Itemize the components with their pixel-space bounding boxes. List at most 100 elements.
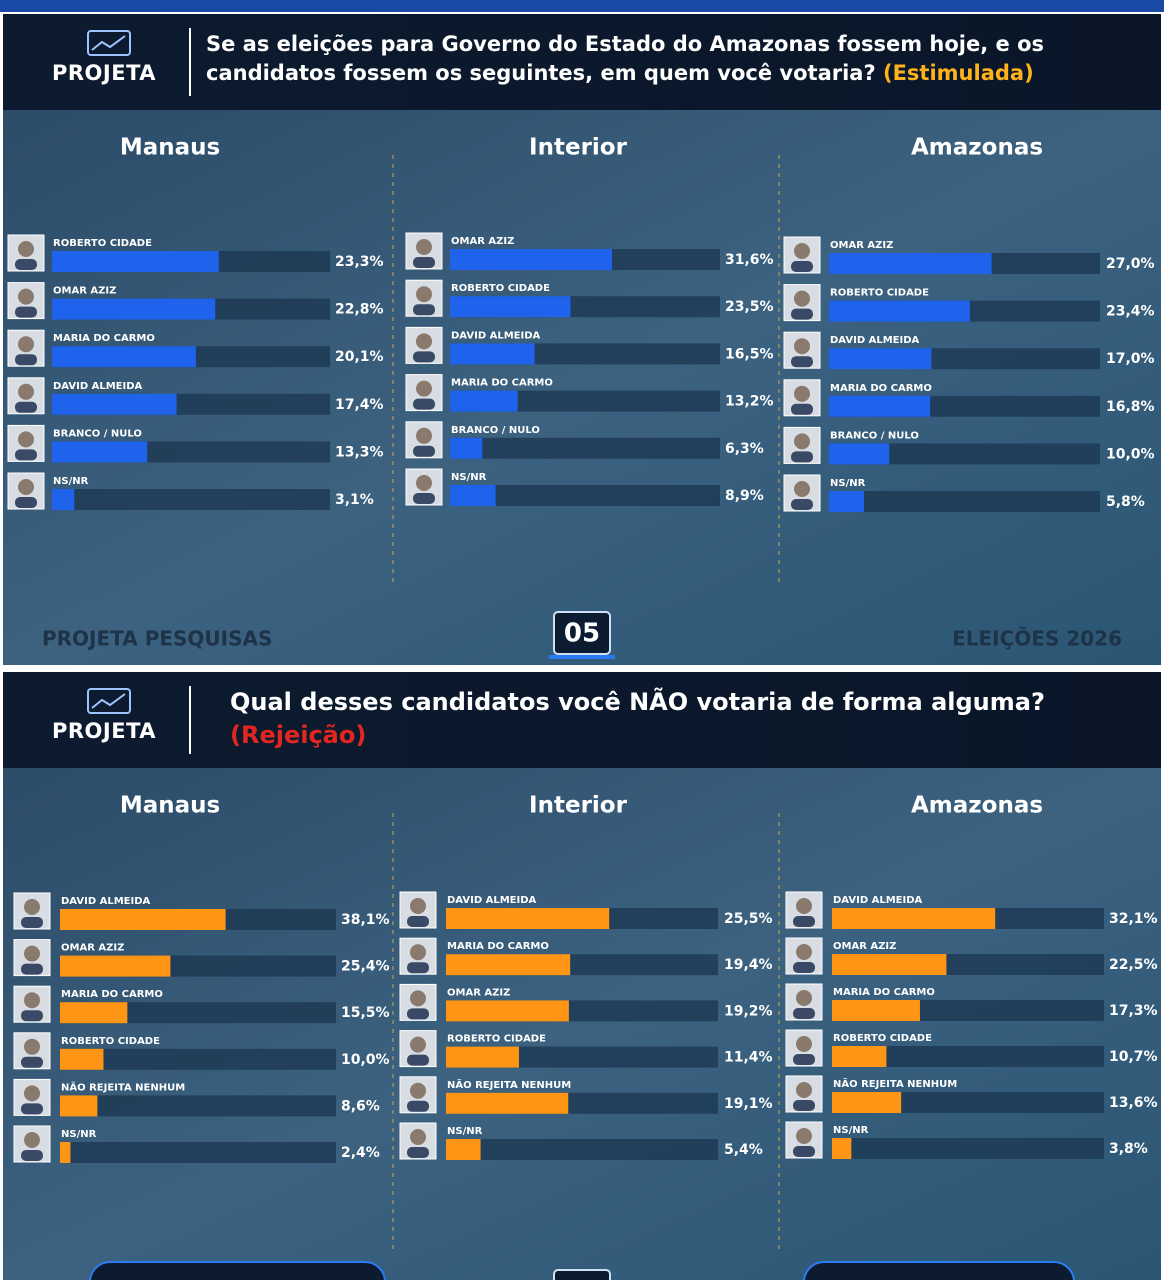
bar	[832, 1046, 887, 1067]
photo-head	[794, 243, 810, 259]
bar-category: DAVID ALMEIDA	[447, 895, 537, 906]
panel-title: Amazonas	[911, 135, 1043, 161]
bar-category: NS/NR	[833, 1125, 869, 1136]
bar-category: DAVID ALMEIDA	[53, 381, 143, 392]
value-label: 5,4%	[724, 1142, 763, 1158]
bar-category: BRANCO / NULO	[53, 428, 142, 439]
bar-category: NS/NR	[830, 478, 866, 489]
bar-category: NS/NR	[53, 476, 89, 487]
question: Se as eleições para Governo do Estado do…	[206, 30, 1106, 88]
header-bg	[3, 14, 1161, 110]
bar	[446, 908, 610, 929]
bar-category: MARIA DO CARMO	[447, 941, 549, 952]
value-label: 17,4%	[335, 397, 384, 413]
photo-head	[416, 286, 432, 303]
bar-category: NS/NR	[447, 1126, 483, 1137]
bar	[52, 441, 148, 463]
value-label: 13,2%	[725, 394, 774, 410]
photo-head	[410, 1129, 426, 1145]
bar-track	[60, 1048, 336, 1070]
question-text: Qual desses candidatos você NÃO votaria …	[230, 688, 1045, 716]
photo-body	[15, 259, 37, 270]
panel-title: Interior	[529, 793, 628, 819]
bar-category: OMAR AZIZ	[61, 943, 124, 954]
bar	[829, 491, 864, 512]
footer-left: PROJETA PESQUISAS	[42, 627, 272, 651]
bar	[446, 1092, 569, 1114]
bar-category: MARIA DO CARMO	[451, 378, 553, 389]
bar	[52, 251, 219, 272]
photo-body	[413, 493, 435, 504]
bar	[450, 249, 612, 270]
photo-body	[793, 916, 815, 927]
logo-icon	[87, 688, 131, 714]
bar	[832, 1092, 902, 1113]
photo-body	[407, 1008, 429, 1020]
logo-icon	[87, 30, 131, 56]
logo-text: PROJETA	[52, 719, 157, 743]
photo-body	[21, 917, 43, 928]
bar	[52, 346, 196, 368]
photo-body	[413, 351, 435, 363]
photo-head	[416, 380, 432, 397]
bar-category: ROBERTO CIDADE	[830, 288, 929, 299]
footer-pill	[803, 1261, 1075, 1280]
bar	[60, 955, 171, 977]
bar-track	[450, 485, 720, 506]
top-strip	[0, 0, 1164, 12]
bar-category: ROBERTO CIDADE	[447, 1034, 546, 1045]
header-bg	[3, 672, 1161, 768]
value-label: 32,1%	[1109, 911, 1158, 927]
value-label: 13,3%	[335, 444, 384, 460]
bar	[832, 954, 947, 975]
value-label: 17,3%	[1109, 1003, 1158, 1019]
bar-track	[60, 1095, 336, 1117]
panel-title: Manaus	[120, 135, 220, 161]
photo-body	[15, 497, 37, 508]
bar	[829, 253, 992, 274]
page-number: 05	[564, 619, 600, 649]
photo-head	[410, 990, 426, 1007]
photo-head	[796, 1036, 812, 1052]
slide-bg	[3, 768, 1161, 1280]
bar	[829, 300, 970, 322]
value-label: 5,8%	[1106, 494, 1145, 510]
value-label: 10,7%	[1109, 1049, 1158, 1065]
photo-head	[796, 898, 812, 914]
question: Qual desses candidatos você NÃO votaria …	[230, 686, 1130, 752]
value-label: 2,4%	[341, 1145, 380, 1161]
bar-category: ROBERTO CIDADE	[53, 238, 152, 249]
photo-body	[413, 398, 435, 410]
photo-head	[794, 385, 810, 402]
value-label: 22,8%	[335, 302, 384, 318]
page-box	[553, 611, 611, 655]
photo-body	[413, 445, 435, 457]
bar	[52, 298, 216, 320]
photo-body	[793, 962, 815, 973]
page-box	[553, 1269, 611, 1280]
photo-head	[416, 239, 432, 255]
photo-head	[410, 944, 426, 961]
photo-body	[791, 356, 813, 368]
question-tag: (Estimulada)	[882, 61, 1034, 85]
photo-head	[796, 1128, 812, 1144]
bar	[446, 954, 571, 976]
value-label: 25,5%	[724, 911, 773, 927]
value-label: 6,3%	[725, 441, 764, 457]
logo-icon	[91, 35, 126, 51]
value-label: 25,4%	[341, 959, 390, 975]
bar-category: BRANCO / NULO	[451, 425, 540, 436]
bar-category: OMAR AZIZ	[451, 236, 514, 247]
bar-category: DAVID ALMEIDA	[61, 896, 151, 907]
photo-head	[794, 433, 810, 450]
photo-head	[416, 333, 432, 350]
bar	[829, 443, 890, 465]
value-label: 16,8%	[1106, 399, 1155, 415]
bar-category: NÃO REJEITA NENHUM	[833, 1077, 957, 1090]
bar	[450, 343, 535, 365]
value-label: 23,4%	[1106, 304, 1155, 320]
panel-title: Amazonas	[911, 793, 1043, 819]
bar-track	[60, 1142, 336, 1163]
photo-body	[407, 1054, 429, 1066]
